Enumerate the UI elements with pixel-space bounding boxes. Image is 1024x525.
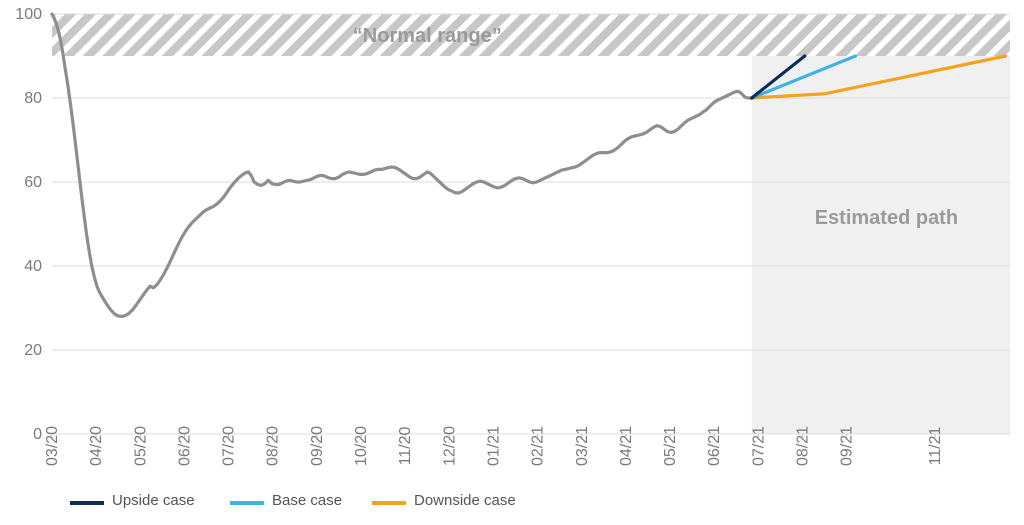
legend-label-base: Base case — [272, 492, 342, 509]
normal-range-label: “Normal range” — [353, 25, 502, 47]
x-tick-label: 06/21 — [706, 426, 723, 466]
y-tick-label: 80 — [24, 90, 42, 107]
series-actual — [52, 14, 752, 316]
y-tick-label: 60 — [24, 174, 42, 191]
x-tick-label: 12/20 — [441, 426, 458, 466]
normal-range-band — [52, 14, 1010, 56]
x-tick-label: 11/21 — [927, 426, 944, 465]
x-tick-label: 04/21 — [618, 426, 635, 466]
x-tick-label: 03/21 — [574, 426, 591, 466]
x-tick-label: 05/21 — [662, 426, 679, 466]
x-tick-label: 03/20 — [44, 426, 61, 466]
legend-label-downside: Downside case — [414, 492, 516, 509]
x-tick-label: 08/20 — [265, 426, 282, 466]
estimated-path-label: Estimated path — [815, 207, 958, 229]
legend-label-upside: Upside case — [112, 492, 195, 509]
x-tick-label: 05/20 — [132, 426, 149, 466]
x-tick-label: 07/20 — [221, 426, 238, 466]
x-tick-label: 02/21 — [530, 426, 547, 466]
x-tick-label: 07/21 — [750, 426, 767, 466]
x-tick-label: 10/20 — [353, 426, 370, 466]
legend-swatch-downside — [372, 501, 406, 505]
x-tick-label: 08/21 — [795, 426, 812, 466]
y-tick-label: 100 — [15, 6, 42, 23]
y-tick-label: 40 — [24, 258, 42, 275]
y-tick-label: 0 — [33, 426, 42, 443]
x-tick-label: 04/20 — [88, 426, 105, 466]
x-tick-label: 11/20 — [397, 426, 414, 465]
x-tick-label: 09/20 — [309, 426, 326, 466]
x-tick-label: 09/21 — [839, 426, 856, 466]
y-tick-label: 20 — [24, 342, 42, 359]
legend-swatch-upside — [70, 501, 104, 505]
x-tick-label: 01/21 — [485, 426, 502, 466]
recovery-chart: 0 20 40 60 80 100 03/20 04/20 05/20 06/20 07/20 08/… — [0, 0, 1024, 525]
legend-swatch-base — [230, 501, 264, 505]
x-tick-label: 06/20 — [176, 426, 193, 466]
